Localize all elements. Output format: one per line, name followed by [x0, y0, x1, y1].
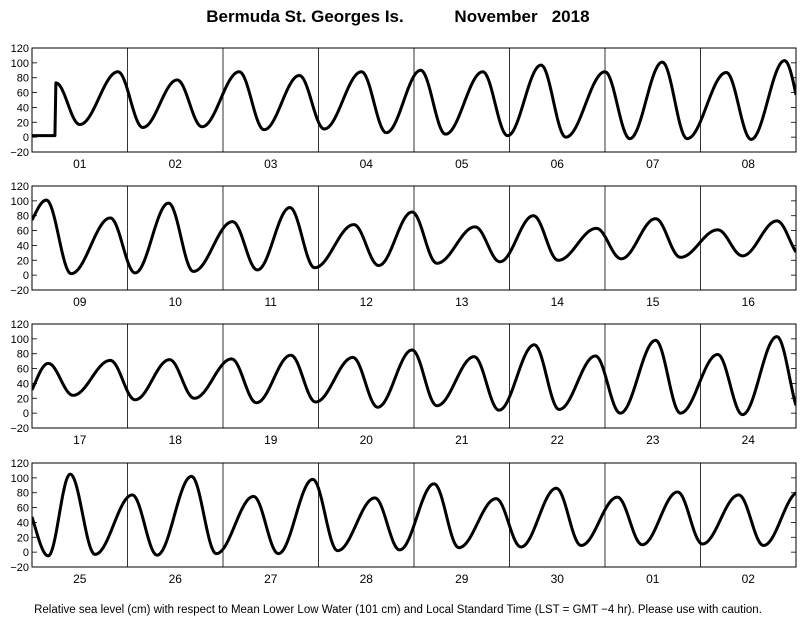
day-label: 15: [646, 295, 660, 309]
tide-curve: [32, 198, 796, 276]
day-label: 26: [169, 572, 183, 586]
day-label: 01: [73, 157, 87, 171]
y-tick-label: 20: [17, 255, 29, 267]
y-tick-label: 40: [17, 517, 29, 529]
panel-frame: [31, 47, 797, 153]
y-tick-label: 80: [17, 349, 29, 361]
tide-panel-2: 120 100 80 60 40 20 0 −20 09 10 11 12 13 14 15 16: [10, 181, 797, 309]
panel-frame: [31, 185, 797, 291]
day-label: 05: [455, 157, 469, 171]
y-tick-label: −20: [10, 147, 29, 159]
day-label: 12: [360, 295, 374, 309]
y-tick-label: 0: [23, 270, 29, 282]
day-label: 16: [742, 295, 756, 309]
day-label: 10: [169, 295, 183, 309]
tide-panel-4: 120 100 80 60 40 20 0 −20 25 26 27 28 29 30 01 02: [10, 458, 797, 586]
day-label: 14: [551, 295, 565, 309]
y-tick-label: 60: [17, 503, 29, 515]
day-label: 21: [455, 433, 469, 447]
y-tick-label: 100: [11, 334, 29, 346]
y-tick-label: 120: [11, 43, 29, 55]
day-label: 08: [742, 157, 756, 171]
day-label: 27: [264, 572, 278, 586]
y-tick-label: 20: [17, 117, 29, 129]
y-tick-label: 60: [17, 226, 29, 238]
y-tick-label: 0: [23, 547, 29, 559]
day-label: 29: [455, 572, 469, 586]
y-tick-label: 80: [17, 73, 29, 85]
day-label: 23: [646, 433, 660, 447]
y-tick-label: 80: [17, 488, 29, 500]
y-tick-label: 0: [23, 132, 29, 144]
tide-panel-1: 120 100 80 60 40 20 0 −20 01 02 03 04 05 06 07 08: [10, 43, 797, 171]
y-tick-label: 100: [11, 473, 29, 485]
day-label: 22: [551, 433, 565, 447]
y-tick-label: 100: [11, 58, 29, 70]
chart-title-station: Bermuda St. Georges Is.: [206, 7, 403, 26]
panel-frame: [31, 323, 797, 429]
y-tick-label: 20: [17, 532, 29, 544]
y-tick-label: 40: [17, 102, 29, 114]
panel-frame: [31, 462, 797, 568]
y-tick-label: 120: [11, 319, 29, 331]
day-label: 06: [551, 157, 565, 171]
day-label: 20: [360, 433, 374, 447]
day-label: 28: [360, 572, 374, 586]
y-tick-label: 60: [17, 364, 29, 376]
y-tick-label: 40: [17, 378, 29, 390]
y-tick-label: 60: [17, 88, 29, 100]
y-tick-label: 20: [17, 393, 29, 405]
y-tick-label: 100: [11, 196, 29, 208]
day-label: 07: [646, 157, 660, 171]
day-label: 17: [73, 433, 87, 447]
day-label: 04: [360, 157, 374, 171]
day-label: 25: [73, 572, 87, 586]
day-label: 19: [264, 433, 278, 447]
tide-panel-3: 120 100 80 60 40 20 0 −20 17 18 19 20 21 22 23 24: [10, 319, 797, 447]
day-label: 13: [455, 295, 469, 309]
tide-curve: [32, 472, 796, 558]
y-tick-label: −20: [10, 285, 29, 297]
day-label: 11: [265, 295, 278, 309]
y-tick-label: −20: [10, 562, 29, 574]
y-tick-label: 120: [11, 458, 29, 470]
y-tick-label: −20: [10, 423, 29, 435]
day-label: 30: [551, 572, 565, 586]
day-label: 02: [169, 157, 183, 171]
y-tick-label: 0: [23, 408, 29, 420]
chart-title-period: November 2018: [454, 7, 589, 26]
day-label: 02: [742, 572, 756, 586]
tide-curve: [32, 335, 796, 417]
day-label: 03: [264, 157, 278, 171]
y-tick-label: 120: [11, 181, 29, 193]
chart-footer: Relative sea level (cm) with respect to …: [34, 604, 762, 616]
tide-curve: [32, 59, 796, 141]
day-label: 01: [646, 572, 660, 586]
y-tick-label: 40: [17, 240, 29, 252]
day-label: 24: [742, 433, 756, 447]
y-tick-label: 80: [17, 211, 29, 223]
day-label: 18: [169, 433, 183, 447]
day-label: 09: [73, 295, 87, 309]
